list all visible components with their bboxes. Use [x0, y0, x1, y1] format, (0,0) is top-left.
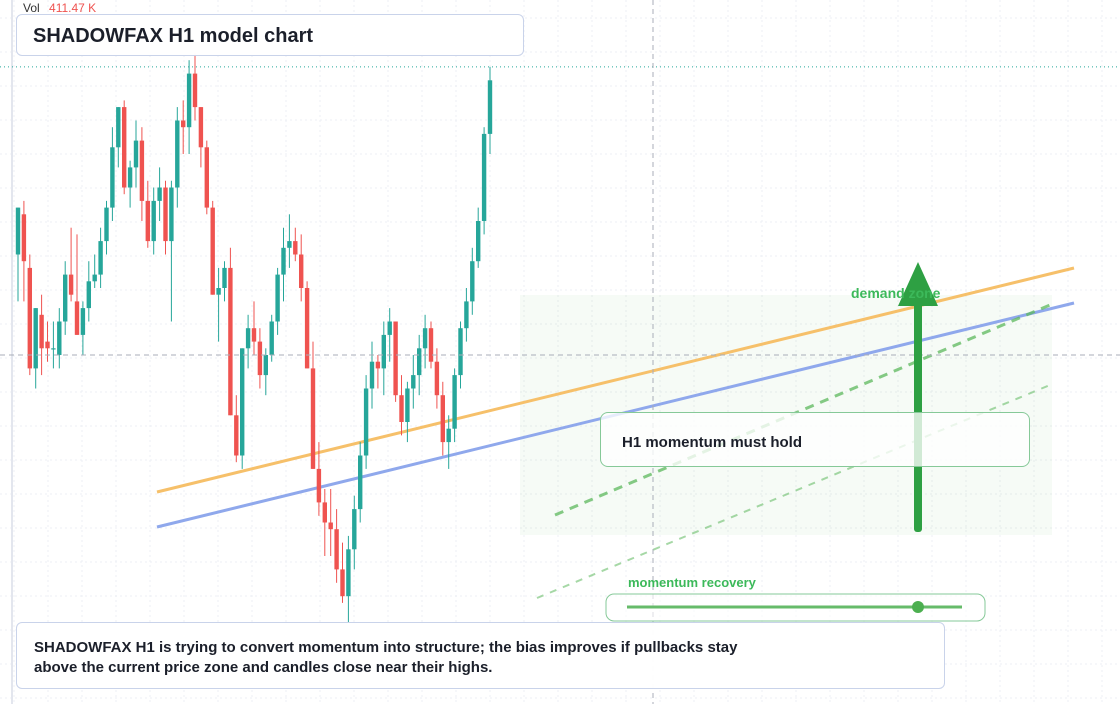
volume-readout: Vol 411.47 K	[23, 1, 96, 15]
candle-body	[63, 274, 68, 322]
candle-body	[33, 308, 38, 369]
candle-body	[57, 321, 62, 355]
candle-body	[322, 502, 327, 523]
candle-body	[417, 348, 422, 376]
candle-body	[393, 321, 398, 396]
candle-body	[198, 107, 204, 148]
candle-body	[304, 288, 310, 369]
candle-body	[257, 341, 263, 376]
candle-body	[334, 529, 339, 570]
candle-body	[139, 140, 145, 201]
momentum-recovery-label: momentum recovery	[628, 575, 757, 590]
candle-body	[210, 207, 215, 295]
candle-body	[110, 147, 115, 208]
candle-body	[405, 388, 410, 422]
candle-body	[446, 428, 451, 443]
candle-body	[369, 361, 375, 389]
candle-body	[104, 207, 109, 242]
candle-body	[245, 328, 251, 349]
candle-body	[422, 328, 428, 349]
candle-body	[428, 328, 434, 362]
candle-body	[15, 207, 21, 255]
candle-body	[281, 247, 286, 275]
candle-body	[387, 321, 392, 335]
candle-body	[181, 120, 186, 128]
candle-body	[299, 254, 304, 288]
candle-body	[251, 328, 257, 342]
candle-body	[363, 388, 369, 456]
candle-body	[358, 455, 363, 510]
candle-body	[175, 120, 180, 188]
chart-title-box: SHADOWFAX H1 model chart	[16, 14, 524, 56]
candle-body	[122, 107, 127, 188]
candle-body	[228, 267, 233, 416]
candle-body	[145, 200, 150, 242]
candle-body	[434, 361, 440, 396]
volume-label: Vol	[23, 1, 40, 15]
analysis-description-box: SHADOWFAX H1 is trying to convert moment…	[16, 622, 945, 689]
candle-body	[293, 241, 298, 255]
candle-body	[481, 133, 487, 221]
recovery-bar-marker	[912, 601, 924, 613]
candle-body	[411, 375, 416, 389]
candle-body	[464, 301, 469, 329]
candle-body	[487, 80, 493, 134]
candle-body	[381, 334, 386, 369]
candle-body	[98, 241, 103, 275]
candle-body	[234, 415, 239, 456]
candle-body	[51, 348, 56, 350]
trendline-green-dashed	[554, 303, 1051, 517]
candle-body	[92, 274, 97, 282]
candle-body	[169, 187, 174, 242]
candle-body	[204, 147, 209, 208]
demand-zone-label: demand zone	[851, 285, 941, 301]
candle-body	[340, 569, 345, 597]
candle-body	[27, 267, 32, 369]
candle-body	[346, 549, 351, 597]
candle-body	[310, 368, 316, 469]
candle-body	[352, 509, 357, 550]
candle-body	[86, 281, 91, 309]
candle-body	[440, 395, 445, 443]
momentum-note: H1 momentum must hold	[622, 434, 803, 451]
candle-body	[192, 73, 198, 108]
candle-body	[275, 274, 280, 322]
chart-title: SHADOWFAX H1 model chart	[33, 25, 314, 47]
candle-body	[452, 375, 457, 429]
candle-body	[157, 187, 162, 201]
candle-body	[399, 395, 404, 422]
candle-body	[80, 308, 86, 335]
candle-body	[240, 348, 245, 456]
projection-arrow-head	[898, 262, 938, 306]
candle-body	[316, 468, 322, 503]
candle-body	[68, 274, 74, 295]
candle-body	[116, 107, 121, 148]
candle-body	[458, 328, 463, 376]
candles-layer	[15, 53, 493, 623]
candle-body	[39, 314, 44, 349]
candle-body	[127, 167, 133, 188]
candle-body	[328, 522, 333, 530]
candle-body	[45, 341, 50, 349]
analysis-description: SHADOWFAX H1 is trying to convert moment…	[34, 639, 738, 676]
candle-body	[263, 355, 268, 376]
candle-body	[269, 321, 274, 355]
volume-value: 411.47 K	[49, 1, 97, 15]
candle-body	[74, 301, 80, 335]
candle-body	[222, 267, 227, 288]
candle-body	[470, 261, 475, 302]
candle-body	[21, 214, 27, 262]
momentum-note-box: H1 momentum must hold	[600, 412, 1030, 467]
candle-body	[133, 140, 139, 168]
candle-body	[375, 361, 381, 369]
candle-body	[186, 73, 192, 128]
candle-body	[216, 288, 221, 295]
candle-body	[287, 241, 292, 248]
candle-body	[151, 200, 156, 242]
candle-body	[163, 187, 168, 242]
candle-body	[476, 221, 481, 262]
